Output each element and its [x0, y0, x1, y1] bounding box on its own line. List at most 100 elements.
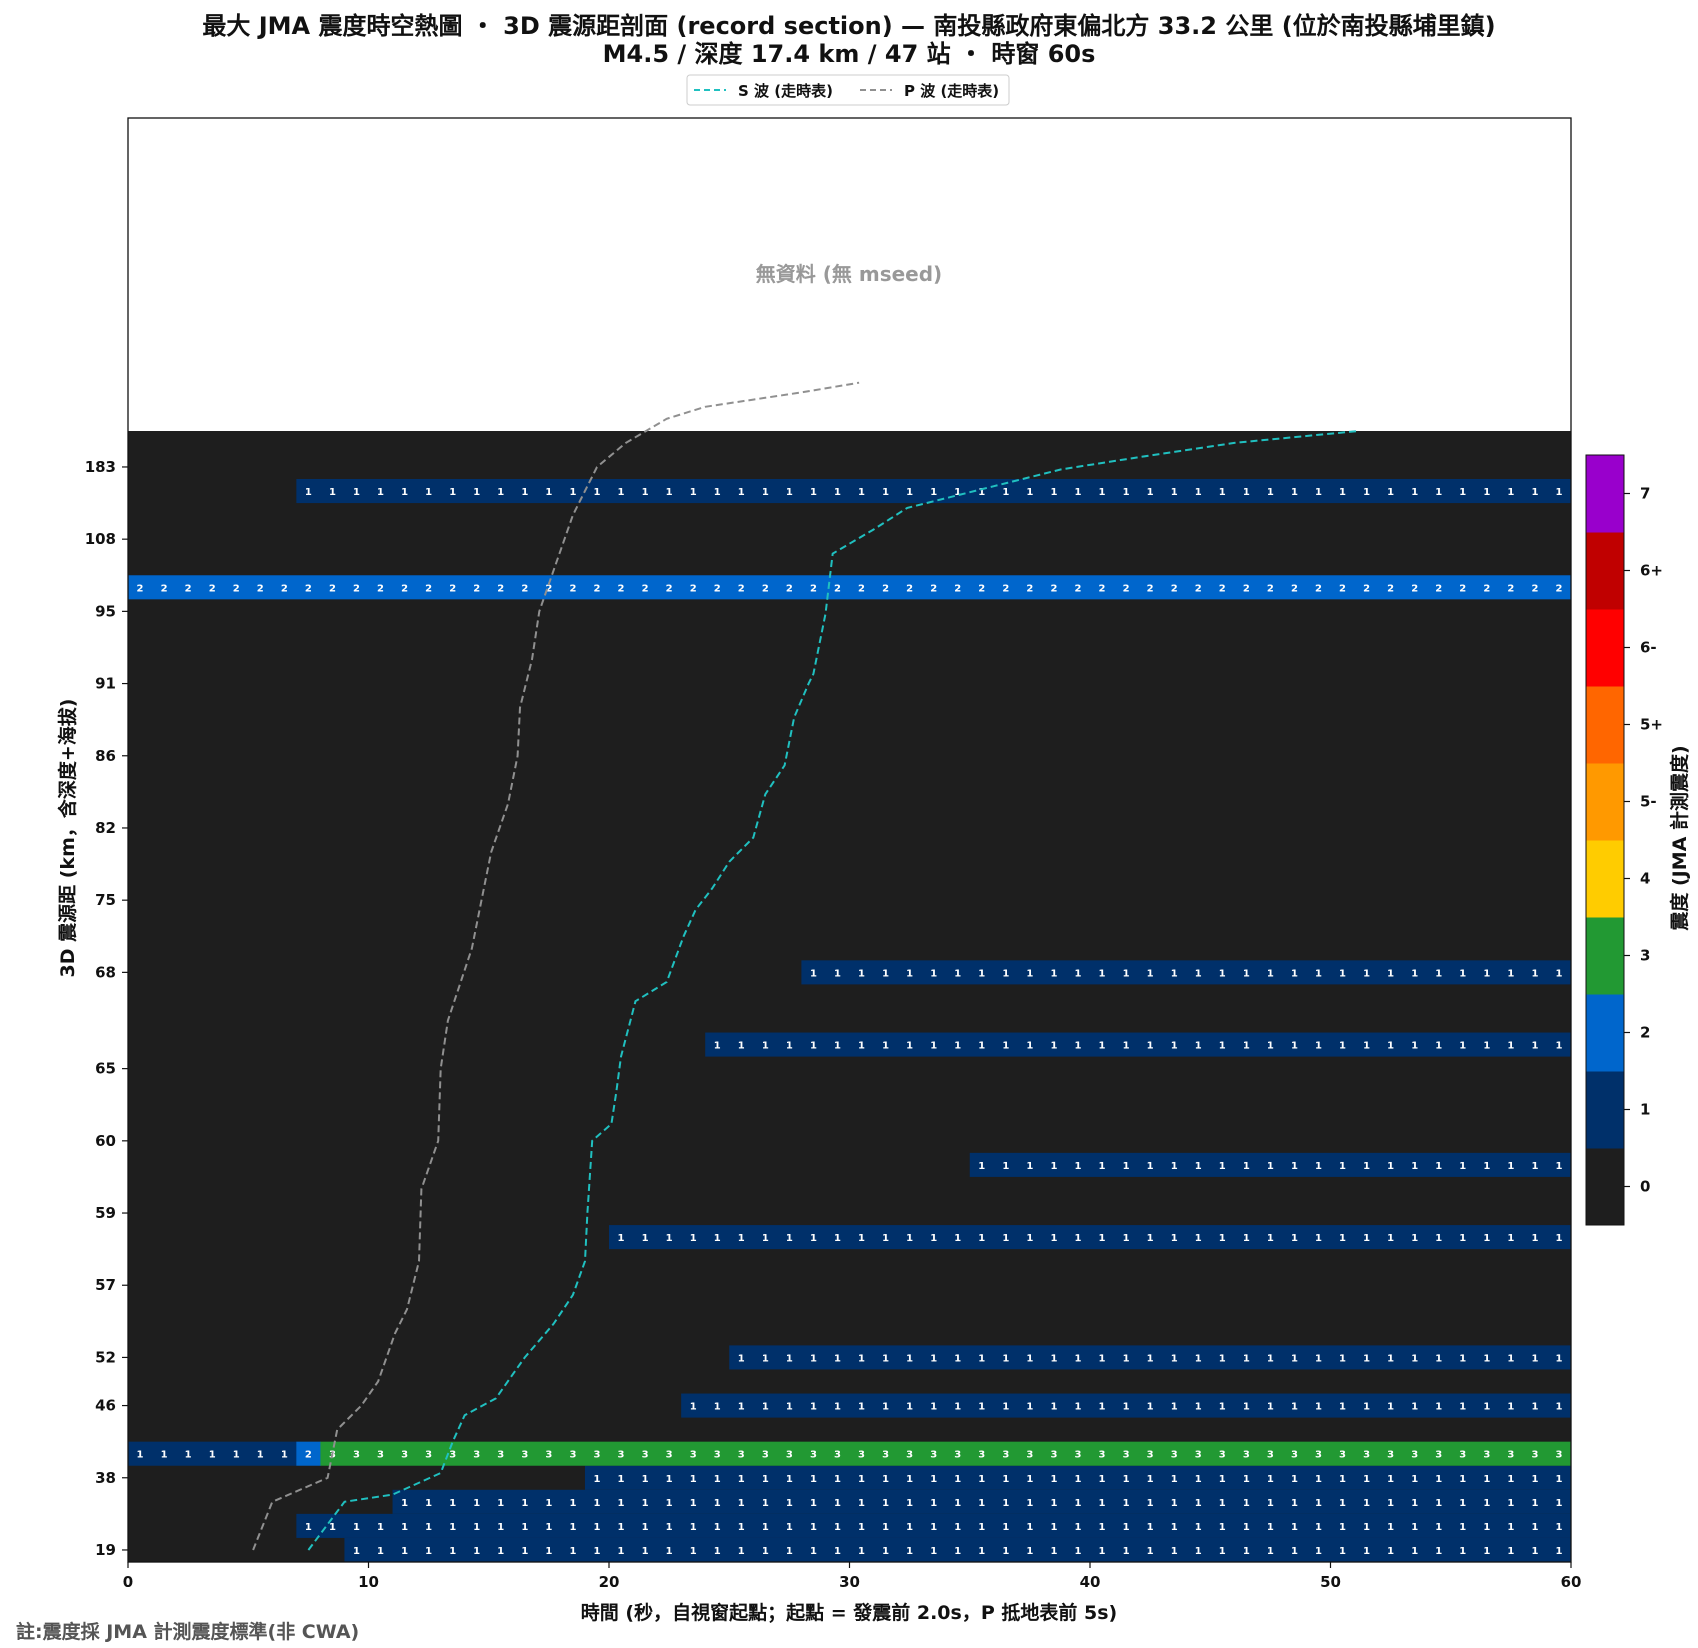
- cell-label: 2: [1050, 583, 1057, 594]
- cell-label: 2: [329, 583, 336, 594]
- colorbar-swatch: [1586, 763, 1624, 841]
- cell-label: 2: [209, 583, 216, 594]
- cell-label: 1: [762, 1522, 769, 1533]
- cell-label: 1: [1411, 1546, 1418, 1557]
- cell-label: 1: [1219, 1522, 1226, 1533]
- colorbar-tick-label: 5+: [1640, 716, 1663, 734]
- cell-label: 1: [762, 1233, 769, 1244]
- cell-label: 3: [545, 1450, 552, 1461]
- cell-label: 1: [401, 487, 408, 498]
- cell-label: 1: [1147, 1522, 1154, 1533]
- cell-label: 1: [1315, 1041, 1322, 1052]
- cell-label: 1: [497, 487, 504, 498]
- cell-label: 1: [882, 1353, 889, 1364]
- cell-label: 1: [1483, 1522, 1490, 1533]
- cell-label: 1: [1243, 1498, 1250, 1509]
- cell-label: 3: [1387, 1450, 1394, 1461]
- cell-label: 1: [1363, 1546, 1370, 1557]
- cell-label: 1: [906, 1474, 913, 1485]
- cell-label: 1: [1147, 1233, 1154, 1244]
- cell-label: 1: [1291, 968, 1298, 979]
- cell-label: 1: [906, 1353, 913, 1364]
- cell-label: 1: [1411, 1402, 1418, 1413]
- cell-label: 1: [1435, 1522, 1442, 1533]
- cell-label: 1: [449, 1522, 456, 1533]
- cell-label: 1: [834, 1522, 841, 1533]
- cell-label: 1: [569, 1522, 576, 1533]
- cell-label: 1: [618, 1474, 625, 1485]
- cell-label: 1: [1483, 1546, 1490, 1557]
- cell-label: 1: [1459, 1546, 1466, 1557]
- cell-label: 1: [1507, 1353, 1514, 1364]
- cell-label: 1: [1267, 1498, 1274, 1509]
- cell-label: 1: [1459, 1498, 1466, 1509]
- cell-label: 2: [521, 583, 528, 594]
- cell-label: 1: [1411, 487, 1418, 498]
- cell-label: 1: [1171, 1402, 1178, 1413]
- cell-label: 1: [738, 1498, 745, 1509]
- cell-label: 1: [642, 1498, 649, 1509]
- cell-label: 1: [1363, 1233, 1370, 1244]
- cell-label: 1: [1050, 968, 1057, 979]
- cell-label: 1: [690, 1498, 697, 1509]
- cell-label: 1: [1555, 1498, 1562, 1509]
- cell-label: 2: [1267, 583, 1274, 594]
- cell-label: 2: [1002, 583, 1009, 594]
- cell-label: 1: [1555, 1522, 1562, 1533]
- cell-label: 1: [930, 1522, 937, 1533]
- cell-label: 1: [1219, 487, 1226, 498]
- cell-label: 1: [1050, 487, 1057, 498]
- colorbar-swatch: [1586, 1071, 1624, 1149]
- cell-label: 1: [930, 1402, 937, 1413]
- cell-label: 2: [834, 583, 841, 594]
- cell-label: 1: [1026, 1402, 1033, 1413]
- cell-label: 1: [1483, 1041, 1490, 1052]
- cell-label: 2: [1123, 583, 1130, 594]
- cell-label: 1: [1074, 1498, 1081, 1509]
- colorbar-swatch: [1586, 1148, 1624, 1226]
- colorbar-tick-label: 7: [1640, 485, 1650, 503]
- cell-label: 1: [762, 1474, 769, 1485]
- cell-label: 1: [882, 1402, 889, 1413]
- y-tick-label: 68: [95, 963, 116, 981]
- cell-label: 1: [1074, 1161, 1081, 1172]
- cell-label: 1: [1363, 1498, 1370, 1509]
- cell-label: 2: [281, 583, 288, 594]
- cell-label: 1: [1411, 968, 1418, 979]
- heatmap-segment: [296, 1441, 321, 1466]
- cell-label: 2: [1363, 583, 1370, 594]
- heatmap-segment: [969, 1152, 1572, 1177]
- cell-label: 1: [1339, 1233, 1346, 1244]
- cell-label: 1: [1026, 1233, 1033, 1244]
- cell-label: 1: [1195, 1233, 1202, 1244]
- cell-label: 1: [1074, 1474, 1081, 1485]
- cell-label: 2: [858, 583, 865, 594]
- cell-label: 1: [882, 968, 889, 979]
- cell-label: 1: [1050, 1353, 1057, 1364]
- cell-label: 3: [1195, 1450, 1202, 1461]
- cell-label: 1: [810, 1498, 817, 1509]
- cell-label: 1: [930, 1498, 937, 1509]
- cell-label: 1: [545, 1546, 552, 1557]
- cell-label: 1: [978, 1522, 985, 1533]
- cell-label: 1: [954, 1041, 961, 1052]
- cell-label: 1: [1050, 1161, 1057, 1172]
- cell-label: 1: [1074, 487, 1081, 498]
- cell-label: 1: [1435, 1233, 1442, 1244]
- cell-label: 2: [1387, 583, 1394, 594]
- cell-label: 1: [1291, 1474, 1298, 1485]
- cell-label: 1: [786, 1474, 793, 1485]
- cell-label: 1: [1363, 1402, 1370, 1413]
- chart-title: 最大 JMA 震度時空熱圖 ・ 3D 震源距剖面 (record section…: [202, 12, 1495, 40]
- cell-label: 1: [858, 1474, 865, 1485]
- cell-label: 3: [666, 1450, 673, 1461]
- cell-label: 1: [882, 1522, 889, 1533]
- cell-label: 3: [473, 1450, 480, 1461]
- x-tick-label: 30: [839, 1573, 860, 1591]
- cell-label: 1: [738, 1546, 745, 1557]
- cell-label: 2: [906, 583, 913, 594]
- footnote: 註:震度採 JMA 計測震度標準(非 CWA): [16, 1620, 359, 1643]
- cell-label: 1: [762, 1353, 769, 1364]
- cell-label: 1: [882, 487, 889, 498]
- cell-label: 2: [1315, 583, 1322, 594]
